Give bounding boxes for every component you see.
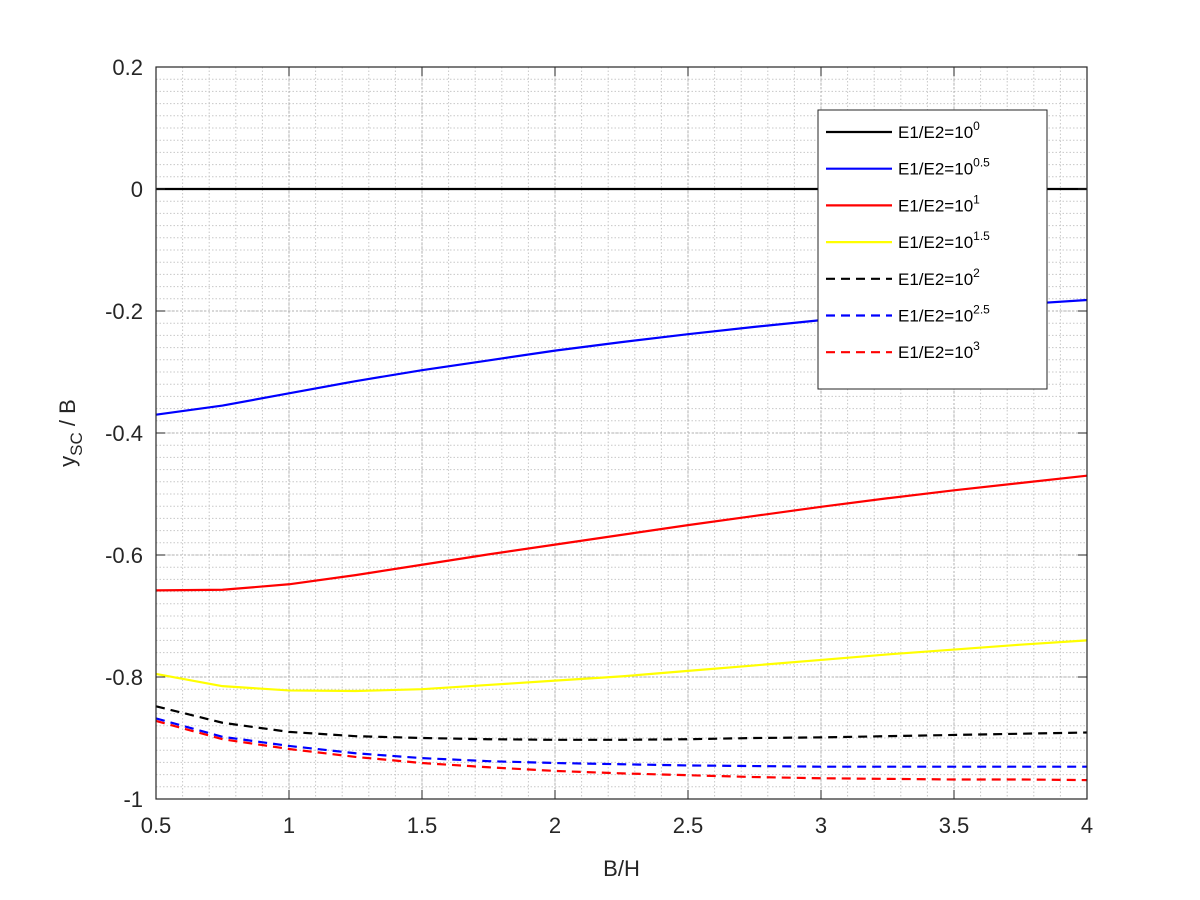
series-layer bbox=[155, 187, 1088, 782]
series-line-5 bbox=[155, 717, 1087, 768]
y-tick-label: 0.2 bbox=[112, 55, 143, 80]
legend-entry-4: E1/E2=102 bbox=[898, 266, 980, 289]
x-tick-label: 1 bbox=[283, 813, 295, 838]
y-axis-label-main: y bbox=[55, 456, 80, 467]
axis-ticks bbox=[155, 66, 1088, 800]
series-line-3 bbox=[155, 639, 1088, 693]
y-tick-label: -1 bbox=[123, 787, 143, 812]
legend-entry-5: E1/E2=102.5 bbox=[898, 303, 990, 326]
x-tick-label: 4 bbox=[1081, 813, 1093, 838]
legend-entry-0: E1/E2=100 bbox=[898, 119, 980, 142]
x-axis-label: B/H bbox=[603, 856, 640, 881]
y-axis-label: ySC / B bbox=[55, 399, 86, 467]
legend: E1/E2=100 E1/E2=100.5 E1/E2=101 E1/E2=101.5… bbox=[817, 109, 1048, 390]
legend-entry-2: E1/E2=101 bbox=[898, 192, 980, 215]
series-line-2 bbox=[155, 474, 1088, 592]
x-tick-label: 3.5 bbox=[939, 813, 970, 838]
x-tick-label: 2.5 bbox=[673, 813, 704, 838]
x-tick-label: 2 bbox=[549, 813, 561, 838]
x-tick-label: 1.5 bbox=[407, 813, 438, 838]
legend-box bbox=[817, 109, 1048, 390]
y-axis-label-subscript: SC bbox=[67, 432, 86, 456]
legend-entry-6: E1/E2=103 bbox=[898, 339, 980, 362]
y-tick-label: -0.6 bbox=[105, 543, 143, 568]
tick-labels: 0.5 1 1.5 2 2.5 3 3.5 4 0.2 0 -0.2 -0.4 -0.6 -0.8 -1 bbox=[105, 55, 1093, 838]
legend-entry-3: E1/E2=101.5 bbox=[898, 229, 990, 252]
y-tick-label: 0 bbox=[131, 177, 143, 202]
series-line-6 bbox=[155, 719, 1088, 782]
y-axis-label-tail: / B bbox=[55, 399, 80, 432]
legend-entry-1: E1/E2=100.5 bbox=[898, 156, 990, 179]
y-tick-label: -0.2 bbox=[105, 299, 143, 324]
y-tick-label: -0.8 bbox=[105, 665, 143, 690]
series-line-4 bbox=[155, 705, 1088, 741]
y-tick-label: -0.4 bbox=[105, 421, 143, 446]
x-tick-label: 3 bbox=[815, 813, 827, 838]
x-tick-label: 0.5 bbox=[141, 813, 172, 838]
